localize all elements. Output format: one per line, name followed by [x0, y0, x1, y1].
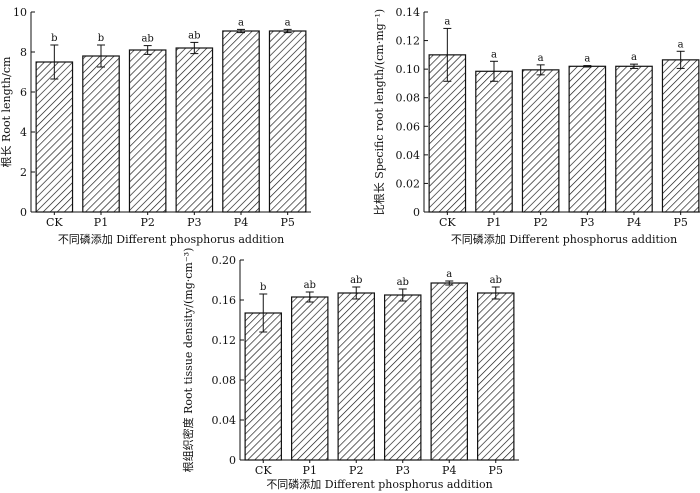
- significance-label: a: [285, 17, 291, 28]
- x-tick-label: P2: [533, 216, 547, 229]
- y-tick-label: 0.02: [396, 177, 421, 190]
- y-tick-label: 6: [20, 86, 27, 99]
- bar: [291, 296, 329, 461]
- y-tick-label: 0.08: [396, 92, 421, 105]
- x-axis-title: 不同磷添加 Different phosphorus addition: [451, 232, 677, 246]
- x-tick-label: P4: [442, 464, 456, 477]
- y-tick-label: 0.08: [212, 374, 237, 387]
- significance-label: ab: [188, 30, 200, 41]
- x-tick-label: P4: [234, 216, 248, 229]
- bar: [222, 30, 260, 213]
- x-tick-label: P3: [580, 216, 594, 229]
- bar: [82, 55, 120, 213]
- bar: [35, 61, 74, 213]
- x-tick-label: P2: [349, 464, 363, 477]
- significance-label: ab: [397, 277, 409, 288]
- significance-label: b: [98, 33, 104, 44]
- significance-label: b: [51, 33, 57, 44]
- x-tick-label: P4: [627, 216, 641, 229]
- bar: [244, 312, 282, 461]
- x-tick-label: P5: [673, 216, 687, 229]
- y-tick-label: 0.20: [212, 254, 237, 267]
- bar: [661, 59, 700, 213]
- chart-specific-root-length: 0 0.02 0.04 0.06 0.08 0.10 0.12 0.14 a CK a P1 a P2 a P…: [372, 6, 700, 246]
- significance-label: ab: [350, 275, 362, 286]
- y-tick-label: 4: [20, 126, 27, 139]
- bar: [475, 70, 513, 213]
- y-tick-label: 0.06: [396, 120, 421, 133]
- y-tick-label: 0: [413, 206, 420, 219]
- significance-label: a: [238, 17, 244, 28]
- x-tick-label: P2: [140, 216, 154, 229]
- x-tick-label: P3: [187, 216, 201, 229]
- y-tick-label: 0: [20, 206, 27, 219]
- bar: [477, 292, 515, 461]
- y-tick-label: 0.14: [396, 6, 421, 19]
- x-tick-label: P1: [94, 216, 108, 229]
- significance-label: a: [678, 39, 684, 50]
- y-tick-label: 0.16: [212, 294, 237, 307]
- bar: [128, 49, 167, 213]
- significance-label: a: [584, 54, 590, 65]
- y-tick-label: 0.12: [212, 334, 237, 347]
- significance-label: ab: [304, 280, 316, 291]
- significance-label: a: [491, 49, 497, 60]
- significance-label: a: [446, 269, 452, 280]
- chart-root-tissue-density: 0 0.04 0.08 0.12 0.16 0.20 b CK ab P1 ab P2 ab P3 a P4 a…: [181, 248, 519, 491]
- x-axis-title: 不同磷添加 Different phosphorus addition: [58, 232, 284, 246]
- significance-label: a: [538, 53, 544, 64]
- bar: [268, 30, 307, 213]
- bar: [568, 65, 607, 213]
- significance-label: ab: [141, 34, 153, 45]
- y-tick-label: 0: [229, 454, 236, 467]
- chart-root-length: 0 2 4 6 8 10 b CK b P1 ab P2 ab P3 a P4 a P5 不同磷添加 Differe…: [0, 6, 311, 246]
- x-tick-label: P1: [487, 216, 501, 229]
- bar: [175, 47, 214, 213]
- y-tick-label: 0.04: [396, 149, 421, 162]
- x-tick-label: P5: [489, 464, 503, 477]
- x-tick-label: CK: [46, 216, 63, 229]
- y-axis-title: 比根长 Specific root length/(cm·mg⁻¹): [372, 9, 386, 215]
- x-tick-label: CK: [439, 216, 456, 229]
- bar: [337, 292, 375, 461]
- y-tick-label: 10: [13, 6, 27, 19]
- x-tick-label: P5: [280, 216, 294, 229]
- significance-label: a: [444, 16, 450, 27]
- x-tick-label: P3: [396, 464, 410, 477]
- y-axis-title: 根长 Root length/cm: [0, 56, 13, 167]
- significance-label: b: [260, 282, 266, 293]
- significance-label: ab: [490, 275, 502, 286]
- y-tick-label: 2: [20, 166, 27, 179]
- y-axis-title: 根组织密度 Root tissue density/(mg·cm⁻³): [181, 248, 195, 473]
- bar: [384, 294, 422, 461]
- y-tick-label: 0.04: [212, 414, 237, 427]
- x-tick-label: CK: [255, 464, 272, 477]
- x-axis-title: 不同磷添加 Different phosphorus addition: [266, 477, 492, 491]
- bar: [521, 69, 560, 213]
- y-tick-label: 0.12: [396, 35, 421, 48]
- y-tick-label: 0.10: [396, 63, 421, 76]
- bar: [430, 282, 468, 461]
- x-tick-label: P1: [303, 464, 317, 477]
- y-tick-label: 8: [20, 46, 27, 59]
- bar: [615, 65, 653, 213]
- significance-label: a: [631, 52, 637, 63]
